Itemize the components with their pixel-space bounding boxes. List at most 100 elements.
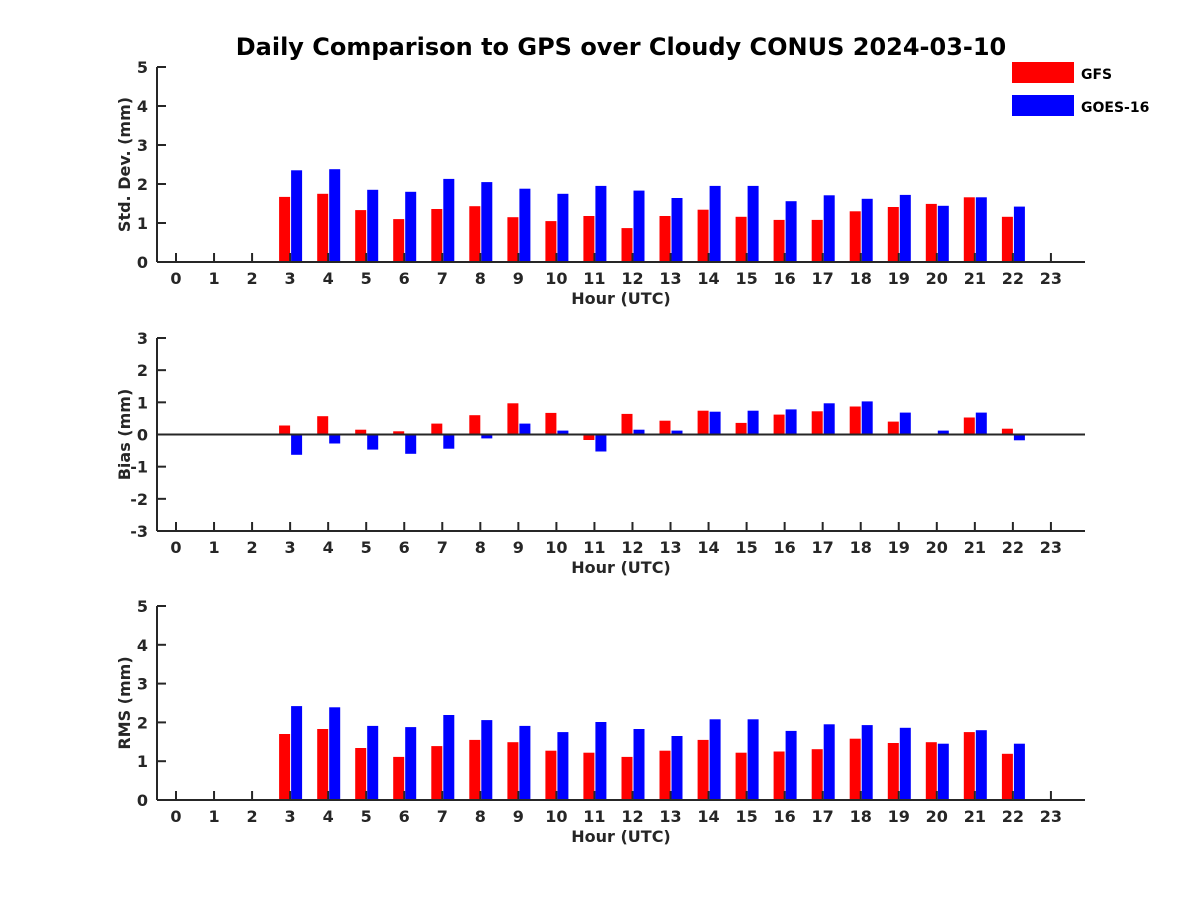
y-tick-label: 2 bbox=[137, 361, 148, 380]
legend-swatch-goes16 bbox=[1012, 95, 1074, 116]
x-tick-label: 0 bbox=[170, 269, 181, 288]
bar-gfs-hour-21 bbox=[963, 197, 975, 262]
x-tick-label: 5 bbox=[361, 807, 372, 826]
bar-goes16-hour-12 bbox=[633, 429, 645, 435]
bar-goes16-hour-8 bbox=[481, 182, 493, 262]
y-axis-label: RMS (mm) bbox=[115, 656, 134, 749]
bar-goes16-hour-4 bbox=[329, 434, 341, 444]
bar-goes16-hour-14 bbox=[709, 719, 721, 800]
x-axis-label: Hour (UTC) bbox=[571, 289, 671, 308]
bar-gfs-hour-17 bbox=[811, 411, 823, 435]
bar-gfs-hour-22 bbox=[1001, 428, 1013, 435]
y-axis-label: Bias (mm) bbox=[115, 389, 134, 481]
bar-goes16-hour-4 bbox=[329, 707, 341, 800]
bar-goes16-hour-3 bbox=[291, 434, 303, 455]
bar-goes16-hour-13 bbox=[671, 736, 683, 800]
bar-goes16-hour-12 bbox=[633, 729, 645, 800]
y-tick-label: 5 bbox=[137, 597, 148, 616]
bar-goes16-hour-3 bbox=[291, 170, 303, 262]
x-tick-label: 0 bbox=[170, 807, 181, 826]
x-tick-label: 17 bbox=[812, 538, 834, 557]
bar-gfs-hour-4 bbox=[317, 729, 329, 800]
bar-gfs-hour-10 bbox=[545, 412, 557, 435]
bar-goes16-hour-10 bbox=[557, 732, 569, 800]
x-tick-label: 20 bbox=[926, 807, 948, 826]
x-tick-label: 6 bbox=[399, 538, 410, 557]
x-tick-label: 16 bbox=[774, 538, 796, 557]
y-tick-label: 1 bbox=[137, 752, 148, 771]
bar-goes16-hour-15 bbox=[747, 719, 759, 800]
x-tick-label: 4 bbox=[323, 807, 334, 826]
x-tick-label: 13 bbox=[659, 807, 681, 826]
x-tick-label: 14 bbox=[697, 269, 719, 288]
bar-goes16-hour-22 bbox=[1013, 434, 1025, 441]
bar-goes16-hour-16 bbox=[785, 201, 797, 262]
x-tick-label: 4 bbox=[323, 538, 334, 557]
bar-goes16-hour-10 bbox=[557, 193, 569, 263]
x-tick-label: 11 bbox=[583, 538, 605, 557]
y-tick-label: 5 bbox=[137, 58, 148, 77]
x-tick-label: 13 bbox=[659, 538, 681, 557]
bar-goes16-hour-16 bbox=[785, 730, 797, 800]
bar-goes16-hour-7 bbox=[443, 434, 455, 449]
x-tick-label: 7 bbox=[437, 538, 448, 557]
bar-goes16-hour-16 bbox=[785, 409, 797, 435]
bar-gfs-hour-5 bbox=[355, 429, 367, 435]
bar-gfs-hour-12 bbox=[621, 756, 633, 800]
bar-gfs-hour-21 bbox=[963, 417, 975, 435]
x-tick-label: 10 bbox=[545, 807, 567, 826]
bar-goes16-hour-19 bbox=[899, 727, 911, 800]
x-tick-label: 8 bbox=[475, 269, 486, 288]
x-tick-label: 16 bbox=[774, 269, 796, 288]
bar-gfs-hour-11 bbox=[583, 216, 595, 262]
x-tick-label: 22 bbox=[1002, 538, 1024, 557]
x-tick-label: 3 bbox=[285, 807, 296, 826]
bar-goes16-hour-6 bbox=[405, 191, 417, 262]
x-tick-label: 21 bbox=[964, 807, 986, 826]
bar-goes16-hour-20 bbox=[937, 205, 949, 262]
bar-goes16-hour-11 bbox=[595, 185, 607, 262]
bar-goes16-hour-13 bbox=[671, 198, 683, 262]
bar-goes16-hour-22 bbox=[1013, 743, 1025, 800]
x-tick-label: 19 bbox=[888, 538, 910, 557]
x-tick-label: 17 bbox=[812, 269, 834, 288]
x-axis-label: Hour (UTC) bbox=[571, 827, 671, 846]
bar-gfs-hour-20 bbox=[925, 742, 937, 800]
y-tick-label: 0 bbox=[137, 426, 148, 445]
y-tick-label: 3 bbox=[137, 329, 148, 348]
bar-goes16-hour-11 bbox=[595, 434, 607, 452]
bar-goes16-hour-9 bbox=[519, 725, 531, 800]
x-tick-label: 3 bbox=[285, 269, 296, 288]
y-tick-label: 2 bbox=[137, 175, 148, 194]
bar-goes16-hour-8 bbox=[481, 720, 493, 800]
bar-gfs-hour-9 bbox=[507, 217, 519, 262]
bar-gfs-hour-6 bbox=[393, 431, 405, 435]
x-tick-label: 21 bbox=[964, 538, 986, 557]
bar-gfs-hour-22 bbox=[1001, 753, 1013, 800]
legend-label-gfs: GFS bbox=[1081, 67, 1112, 83]
bar-gfs-hour-13 bbox=[659, 750, 671, 800]
bar-gfs-hour-3 bbox=[279, 425, 291, 435]
x-tick-label: 22 bbox=[1002, 807, 1024, 826]
x-tick-label: 14 bbox=[697, 538, 719, 557]
x-tick-label: 6 bbox=[399, 807, 410, 826]
bar-goes16-hour-4 bbox=[329, 169, 341, 262]
bar-gfs-hour-14 bbox=[697, 410, 709, 435]
bar-gfs-hour-22 bbox=[1001, 216, 1013, 262]
bar-goes16-hour-15 bbox=[747, 410, 759, 435]
bar-goes16-hour-14 bbox=[709, 411, 721, 435]
x-tick-label: 23 bbox=[1040, 269, 1062, 288]
bar-gfs-hour-12 bbox=[621, 228, 633, 262]
bar-gfs-hour-6 bbox=[393, 756, 405, 800]
x-tick-label: 17 bbox=[812, 807, 834, 826]
x-tick-label: 20 bbox=[926, 269, 948, 288]
bar-goes16-hour-18 bbox=[861, 198, 873, 262]
bar-goes16-hour-9 bbox=[519, 188, 531, 262]
bar-goes16-hour-17 bbox=[823, 724, 835, 800]
x-tick-label: 14 bbox=[697, 807, 719, 826]
x-tick-label: 16 bbox=[774, 807, 796, 826]
